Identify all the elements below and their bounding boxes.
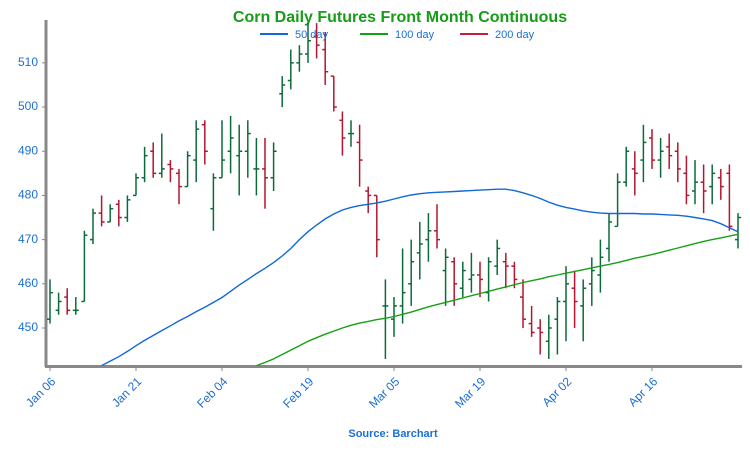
x-tick-label: Mar 19 (452, 374, 489, 411)
y-tick-label: 510 (18, 55, 38, 69)
chart-title: Corn Daily Futures Front Month Continuou… (233, 9, 567, 26)
y-tick-label: 500 (18, 99, 38, 113)
y-tick-label: 450 (18, 320, 38, 334)
moving-average-line (101, 188, 739, 366)
x-tick-label: Apr 02 (539, 374, 574, 409)
x-tick-label: Feb 04 (194, 374, 231, 411)
plot-area (47, 23, 741, 366)
x-tick-label: Feb 19 (280, 374, 317, 411)
x-tick-label: Mar 05 (366, 374, 403, 411)
legend-label: 200 day (495, 29, 535, 41)
y-tick-label: 490 (18, 143, 38, 157)
moving-average-line (256, 233, 739, 366)
legend-label: 50 day (295, 29, 329, 41)
source-note: Source: Barchart (348, 428, 438, 440)
x-tick-label: Jan 06 (23, 374, 59, 410)
x-tick-label: Jan 21 (109, 374, 145, 410)
legend-label: 100 day (395, 29, 435, 41)
y-tick-label: 460 (18, 276, 38, 290)
y-tick-label: 470 (18, 232, 38, 246)
x-tick-label: Apr 16 (625, 374, 660, 409)
y-tick-label: 480 (18, 188, 38, 202)
